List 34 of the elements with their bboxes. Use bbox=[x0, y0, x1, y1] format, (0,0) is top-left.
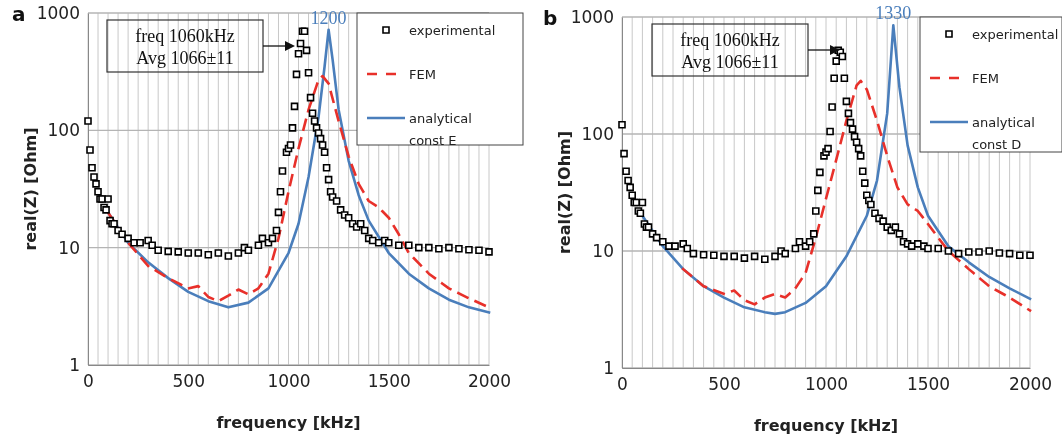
x-tick-label: 1500 bbox=[906, 374, 951, 395]
x-tick-label: 1000 bbox=[267, 371, 311, 392]
x-tick-label: 500 bbox=[172, 371, 205, 392]
y-tick-label: 10 bbox=[58, 237, 80, 258]
y-tick-label: 1 bbox=[603, 357, 614, 378]
x-tick-label: 2000 bbox=[1008, 374, 1053, 395]
chart-title: a bbox=[12, 2, 26, 26]
y-tick-label: 1000 bbox=[570, 6, 614, 27]
y-tick-label: 1 bbox=[69, 354, 80, 375]
y-tick-label: 100 bbox=[47, 120, 80, 141]
legend-label: analytical const E bbox=[409, 111, 472, 148]
annotation: freq 1060kHz Avg 1066±11 bbox=[680, 30, 780, 72]
x-axis-title: frequency [kHz] bbox=[216, 413, 361, 432]
y-tick-label: 1000 bbox=[36, 2, 80, 23]
legend-label: FEM bbox=[972, 71, 999, 86]
x-tick-label: 1500 bbox=[367, 371, 411, 392]
legend-label: FEM bbox=[409, 67, 436, 82]
x-tick-label: 0 bbox=[83, 371, 94, 392]
x-tick-label: 2000 bbox=[467, 371, 512, 392]
legend-label: experimental bbox=[409, 23, 496, 38]
x-tick-label: 0 bbox=[617, 374, 628, 395]
legend-label: experimental bbox=[972, 27, 1059, 42]
y-tick-label: 100 bbox=[581, 123, 614, 144]
chart-title: b bbox=[543, 6, 558, 30]
annotation: 1200 bbox=[310, 7, 347, 28]
annotation: freq 1060kHz Avg 1066±11 bbox=[135, 26, 235, 68]
x-axis-title: frequency [kHz] bbox=[753, 416, 899, 435]
x-tick-label: 1000 bbox=[804, 374, 849, 395]
x-tick-label: 500 bbox=[708, 374, 741, 395]
annotation: 1330 bbox=[875, 3, 912, 24]
legend-label: analytical const D bbox=[972, 115, 1035, 152]
y-axis-title: real(Z) [Ohm] bbox=[555, 130, 574, 255]
y-tick-label: 10 bbox=[592, 240, 614, 261]
y-axis-title: real(Z) [Ohm] bbox=[21, 127, 40, 251]
